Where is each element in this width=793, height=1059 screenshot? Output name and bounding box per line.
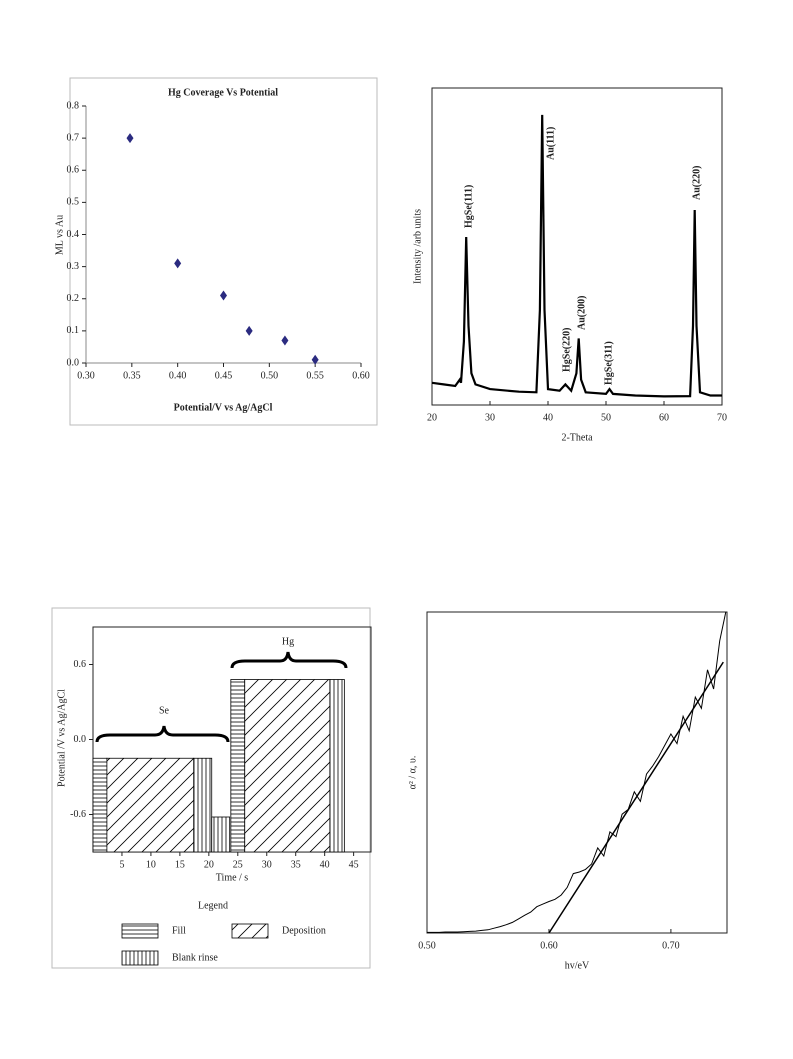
y-axis-label: ML vs Au <box>54 215 65 255</box>
peak-label: Au(220) <box>691 166 702 200</box>
y-tick-label: 0.4 <box>67 229 80 240</box>
chart-title: Hg Coverage Vs Potential <box>168 87 278 98</box>
brace <box>95 725 230 743</box>
y-tick-label: 0.7 <box>67 132 80 143</box>
y-tick-label: 0.5 <box>67 197 80 208</box>
x-tick-label: 40 <box>320 859 330 870</box>
peak-label: HgSe(111) <box>463 185 474 228</box>
bar <box>230 679 246 853</box>
y-axis-label: Intensity /arb units <box>412 209 423 284</box>
x-tick-label: 60 <box>659 412 669 423</box>
peak-label: HgSe(220) <box>561 328 572 372</box>
peak-label: Au(111) <box>545 127 556 160</box>
y-tick-label: 0.6 <box>74 659 87 670</box>
x-axis-label: Time / s <box>216 872 249 883</box>
y-tick-label: -0.6 <box>70 809 86 820</box>
legend-label: Fill <box>172 925 186 936</box>
fit-line <box>548 661 724 934</box>
y-tick-label: 0.0 <box>74 734 87 745</box>
x-tick-label: 0.45 <box>215 370 233 381</box>
x-tick-label: 35 <box>291 859 301 870</box>
x-axis-label: 2-Theta <box>561 432 593 443</box>
bar <box>244 679 331 853</box>
data-line <box>427 611 727 933</box>
bar <box>211 816 231 853</box>
x-tick-label: 0.50 <box>418 940 436 951</box>
x-tick-label: 50 <box>601 412 611 423</box>
bar <box>193 757 213 853</box>
y-axis-label: α² / α, υ. <box>407 756 418 790</box>
legend-label: Blank rinse <box>172 952 218 963</box>
plot-frame <box>426 611 728 934</box>
legend-title: Legend <box>198 900 228 911</box>
y-tick-label: 0.0 <box>67 357 80 368</box>
plot-frame <box>431 87 723 406</box>
x-tick-label: 0.40 <box>169 370 187 381</box>
x-tick-label: 0.35 <box>123 370 141 381</box>
x-tick-label: 30 <box>485 412 495 423</box>
x-tick-label: 0.55 <box>306 370 324 381</box>
data-point <box>220 290 227 301</box>
x-tick-label: 15 <box>175 859 185 870</box>
y-tick-label: 0.3 <box>67 261 80 272</box>
legend-swatch <box>231 923 269 939</box>
legend-swatch <box>121 923 159 939</box>
bar <box>106 757 195 853</box>
data-point <box>245 325 253 336</box>
y-tick-label: 0.8 <box>67 100 80 111</box>
x-tick-label: 0.50 <box>261 370 279 381</box>
x-tick-label: 20 <box>204 859 214 870</box>
x-axis-label: Potential/V vs Ag/AgCl <box>174 402 273 413</box>
data-point <box>311 354 319 365</box>
x-tick-label: 0.70 <box>662 940 680 951</box>
data-point <box>174 258 182 269</box>
y-tick-label: 0.6 <box>67 165 80 176</box>
peak-label: HgSe(311) <box>603 341 614 385</box>
chart-frame <box>69 77 378 426</box>
annotation: Hg <box>282 636 294 647</box>
chart-frame <box>51 607 371 969</box>
data-point <box>281 335 289 346</box>
x-tick-label: 70 <box>717 412 727 423</box>
y-tick-label: 0.2 <box>67 293 80 304</box>
brace <box>230 651 348 669</box>
x-tick-label: 20 <box>427 412 437 423</box>
data-point <box>126 133 134 144</box>
x-tick-label: 45 <box>349 859 359 870</box>
y-tick-label: 0.1 <box>67 325 80 336</box>
x-axis-label: hv/eV <box>565 960 590 971</box>
annotation: Se <box>159 705 170 716</box>
x-tick-label: 0.60 <box>540 940 558 951</box>
x-tick-label: 25 <box>233 859 243 870</box>
x-tick-label: 40 <box>543 412 553 423</box>
x-tick-label: 0.30 <box>77 370 95 381</box>
legend-label: Deposition <box>282 925 326 936</box>
legend-swatch <box>121 950 159 966</box>
data-line <box>431 114 722 398</box>
x-tick-label: 5 <box>119 859 124 870</box>
y-axis-label: Potential /V vs Ag/AgCl <box>56 689 67 787</box>
x-tick-label: 30 <box>262 859 272 870</box>
x-tick-label: 10 <box>146 859 156 870</box>
peak-label: Au(200) <box>576 296 587 330</box>
bar <box>92 757 108 853</box>
x-tick-label: 0.60 <box>352 370 370 381</box>
bar <box>329 679 345 853</box>
